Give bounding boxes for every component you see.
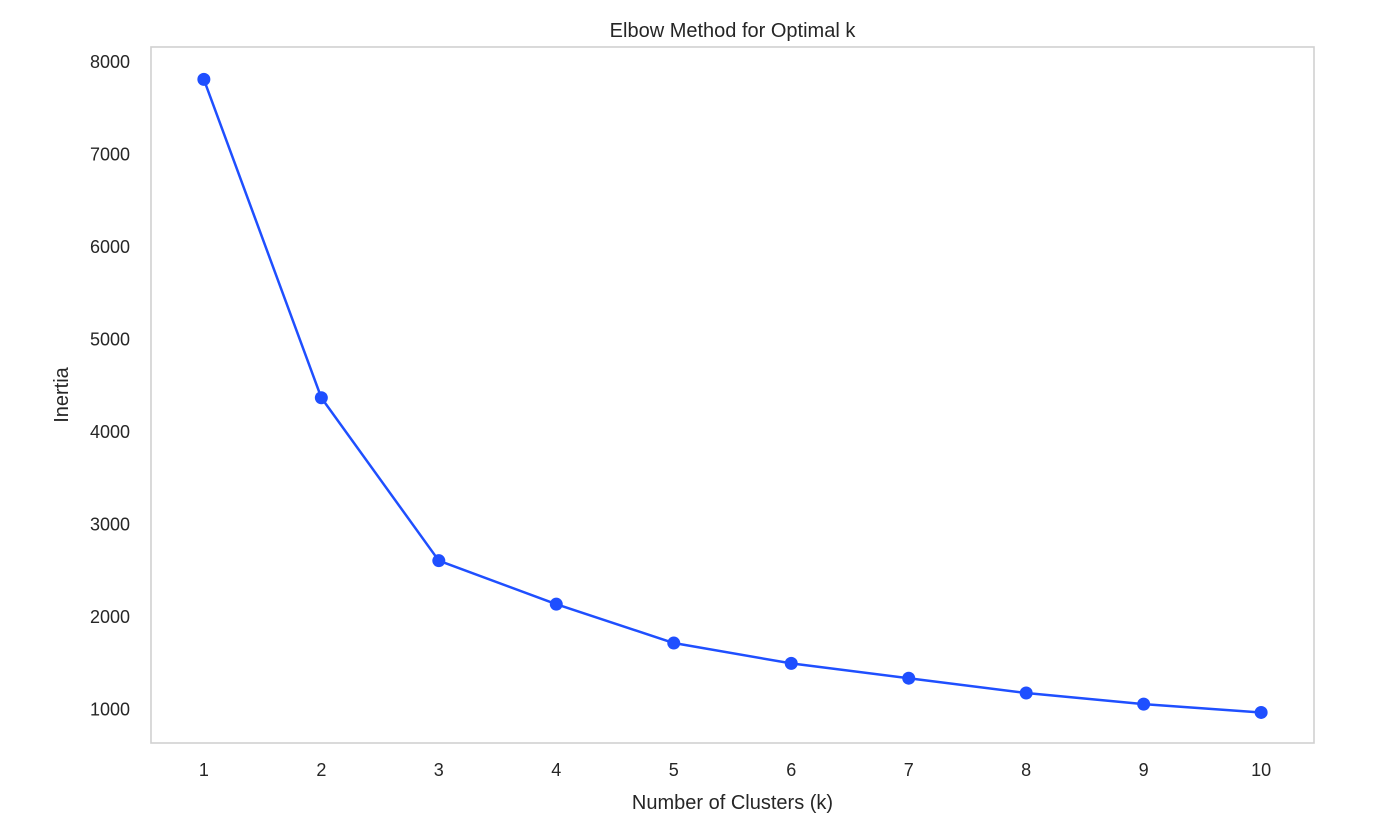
data-point bbox=[314, 391, 328, 405]
y-tick-label: 7000 bbox=[90, 144, 130, 164]
chart-title: Elbow Method for Optimal k bbox=[610, 20, 857, 42]
x-tick-label: 10 bbox=[1251, 760, 1271, 780]
y-tick-label: 5000 bbox=[90, 329, 130, 349]
data-point bbox=[1254, 705, 1268, 719]
x-tick-label: 7 bbox=[904, 760, 914, 780]
y-tick-label: 1000 bbox=[90, 700, 130, 720]
data-point bbox=[1137, 697, 1151, 711]
x-tick-label: 5 bbox=[669, 760, 679, 780]
x-tick-label: 1 bbox=[199, 760, 209, 780]
data-point bbox=[784, 656, 798, 670]
x-tick-label: 8 bbox=[1021, 760, 1031, 780]
y-axis-ticks: 1000 2000 3000 4000 5000 6000 7000 8000 bbox=[90, 52, 130, 720]
x-axis-ticks: 1 2 3 4 5 6 7 8 9 10 bbox=[199, 760, 1271, 780]
y-tick-label: 6000 bbox=[90, 237, 130, 257]
data-point bbox=[902, 671, 916, 685]
x-tick-label: 9 bbox=[1139, 760, 1149, 780]
y-tick-label: 2000 bbox=[90, 607, 130, 627]
data-point bbox=[197, 72, 211, 86]
x-tick-label: 6 bbox=[786, 760, 796, 780]
series-line bbox=[202, 78, 1262, 714]
plot-frame bbox=[150, 46, 1315, 744]
y-tick-label: 8000 bbox=[90, 52, 130, 72]
data-point bbox=[667, 636, 681, 650]
y-axis-label: Inertia bbox=[51, 366, 73, 422]
x-tick-label: 3 bbox=[434, 760, 444, 780]
data-point bbox=[432, 554, 446, 568]
y-tick-label: 4000 bbox=[90, 422, 130, 442]
series-layer bbox=[197, 72, 1268, 719]
data-point bbox=[1019, 686, 1033, 700]
data-point bbox=[549, 597, 563, 611]
y-tick-label: 3000 bbox=[90, 515, 130, 535]
x-axis-label: Number of Clusters (k) bbox=[632, 792, 833, 814]
x-tick-label: 2 bbox=[316, 760, 326, 780]
x-tick-label: 4 bbox=[551, 760, 561, 780]
